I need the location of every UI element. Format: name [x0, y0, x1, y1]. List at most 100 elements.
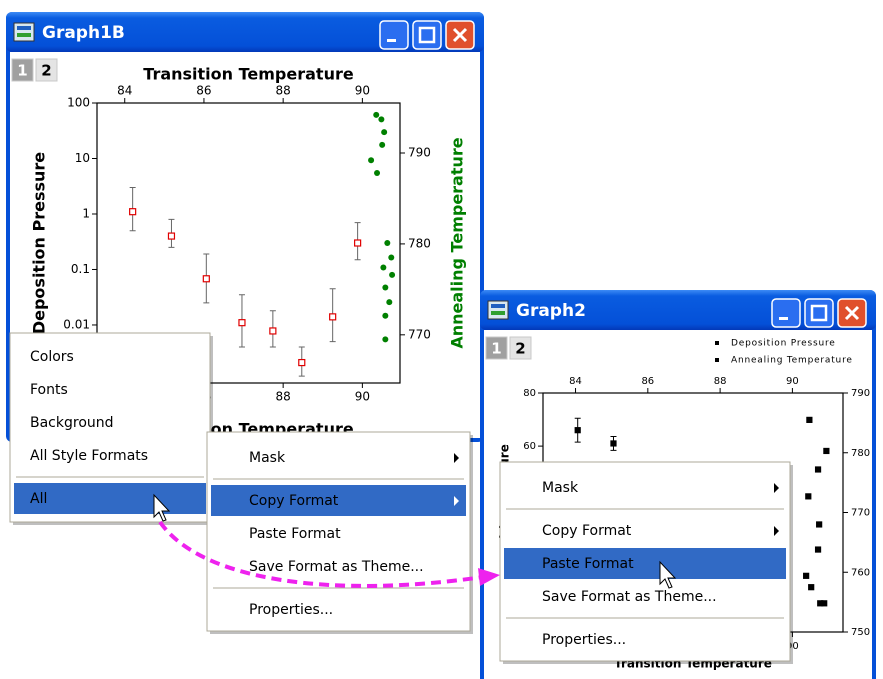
top-axis-title: Transition Temperature — [143, 65, 354, 84]
y2-axis-title: Annealing Temperature — [448, 137, 467, 348]
x-tick-label: 90 — [786, 376, 799, 387]
window-icon — [487, 300, 509, 320]
x-tick-label: 86 — [196, 84, 211, 98]
context-menu[interactable]: Mask Copy Format Paste Format Save Format a… — [499, 461, 793, 664]
point — [380, 264, 387, 271]
x-tick-label: 86 — [641, 376, 654, 387]
layer-tab[interactable] — [11, 58, 34, 82]
layer-tab-label: 2 — [515, 340, 525, 358]
point — [382, 336, 389, 343]
point — [381, 129, 388, 136]
y-tick-label: 10 — [75, 151, 90, 165]
menu-item[interactable]: Fonts — [30, 382, 68, 398]
context-menu[interactable]: Colors Fonts Background All Style Formats Al… — [9, 332, 213, 525]
menu-item[interactable]: All Style Formats — [30, 448, 148, 464]
point — [384, 240, 391, 246]
icon — [491, 311, 505, 315]
point — [298, 358, 306, 367]
menu-item[interactable]: All — [30, 491, 47, 507]
icon — [487, 300, 509, 320]
point — [129, 208, 137, 216]
submenu-arrow — [454, 453, 459, 463]
point — [816, 521, 823, 528]
point — [354, 239, 362, 247]
y-tick-label: 1 — [82, 206, 90, 220]
x-tick-label: 88 — [276, 84, 291, 98]
menu-item[interactable]: Properties... — [249, 602, 333, 618]
cursor — [153, 493, 171, 522]
menu-item[interactable]: Properties... — [542, 632, 626, 648]
maximize-button[interactable] — [804, 298, 834, 328]
arrow-head — [478, 568, 500, 586]
y-tick-label: 100 — [67, 96, 90, 110]
icon — [491, 304, 505, 308]
y2-tick-label: 770 — [408, 327, 431, 341]
point — [373, 111, 380, 118]
menu-item[interactable]: Colors — [30, 349, 74, 365]
icon — [13, 22, 35, 42]
layer-tab[interactable] — [509, 336, 532, 360]
legend-label: Deposition Pressure — [731, 339, 836, 349]
point — [368, 157, 375, 164]
y-tick-label: 0.01 — [63, 317, 90, 331]
glyph — [844, 305, 860, 321]
point — [389, 271, 396, 278]
maximize-button[interactable] — [412, 20, 442, 50]
minimize-button[interactable] — [379, 20, 409, 50]
context-menu[interactable]: Mask Copy Format Paste Format Save Format a… — [206, 431, 473, 634]
drag-arrow — [158, 520, 491, 588]
menu-item[interactable]: Paste Format — [542, 556, 634, 572]
point — [814, 466, 822, 473]
point — [329, 313, 337, 321]
glyph — [418, 26, 436, 44]
menu-item[interactable]: Mask — [249, 450, 286, 466]
window-title: Graph1B — [42, 23, 125, 43]
point — [808, 584, 815, 591]
layer-tab-label: 1 — [491, 340, 501, 358]
layer-tab-label: 2 — [41, 62, 51, 80]
x-tick-label: 84 — [117, 84, 132, 98]
glyph — [810, 304, 828, 322]
point — [814, 546, 822, 553]
plot-frame — [96, 102, 401, 384]
y-tick-label: 0.1 — [71, 262, 90, 276]
cursor — [659, 560, 677, 589]
x-tick-label: 90 — [355, 84, 370, 98]
legend-marker — [715, 341, 719, 345]
menu-item[interactable]: Copy Format — [249, 493, 339, 509]
y2-tick-label: 780 — [408, 236, 431, 250]
point — [374, 170, 381, 176]
y2-tick-label: 790 — [851, 388, 870, 399]
point — [379, 141, 386, 148]
point — [388, 254, 395, 261]
point — [382, 312, 389, 319]
point — [821, 600, 828, 607]
layer-tab-label: 1 — [17, 62, 27, 80]
legend-marker — [715, 358, 719, 362]
y-tick-label: 60 — [523, 441, 536, 452]
minimize-button[interactable] — [771, 298, 801, 328]
menu-item[interactable]: Copy Format — [542, 523, 632, 539]
x-tick-label: 88 — [714, 376, 727, 387]
point — [806, 416, 813, 423]
point — [382, 284, 389, 291]
layer-tab[interactable] — [485, 336, 508, 360]
point — [269, 327, 277, 335]
x-tick-label: 90 — [786, 641, 799, 652]
point — [574, 427, 581, 434]
icon — [17, 26, 31, 30]
point — [167, 232, 176, 240]
menu-item[interactable]: Mask — [542, 480, 579, 496]
glyph — [452, 27, 468, 43]
layer-tab[interactable] — [35, 58, 58, 82]
menu-item[interactable]: Save Format as Theme... — [542, 589, 717, 605]
window-title: Graph2 — [516, 301, 586, 321]
menu-item[interactable]: Save Format as Theme... — [249, 559, 424, 575]
menu-item[interactable]: Background — [30, 415, 114, 431]
point — [803, 572, 810, 579]
submenu-arrow — [774, 526, 779, 536]
point — [823, 447, 830, 455]
y2-tick-label: 780 — [851, 448, 870, 459]
menu-highlight — [14, 483, 206, 514]
